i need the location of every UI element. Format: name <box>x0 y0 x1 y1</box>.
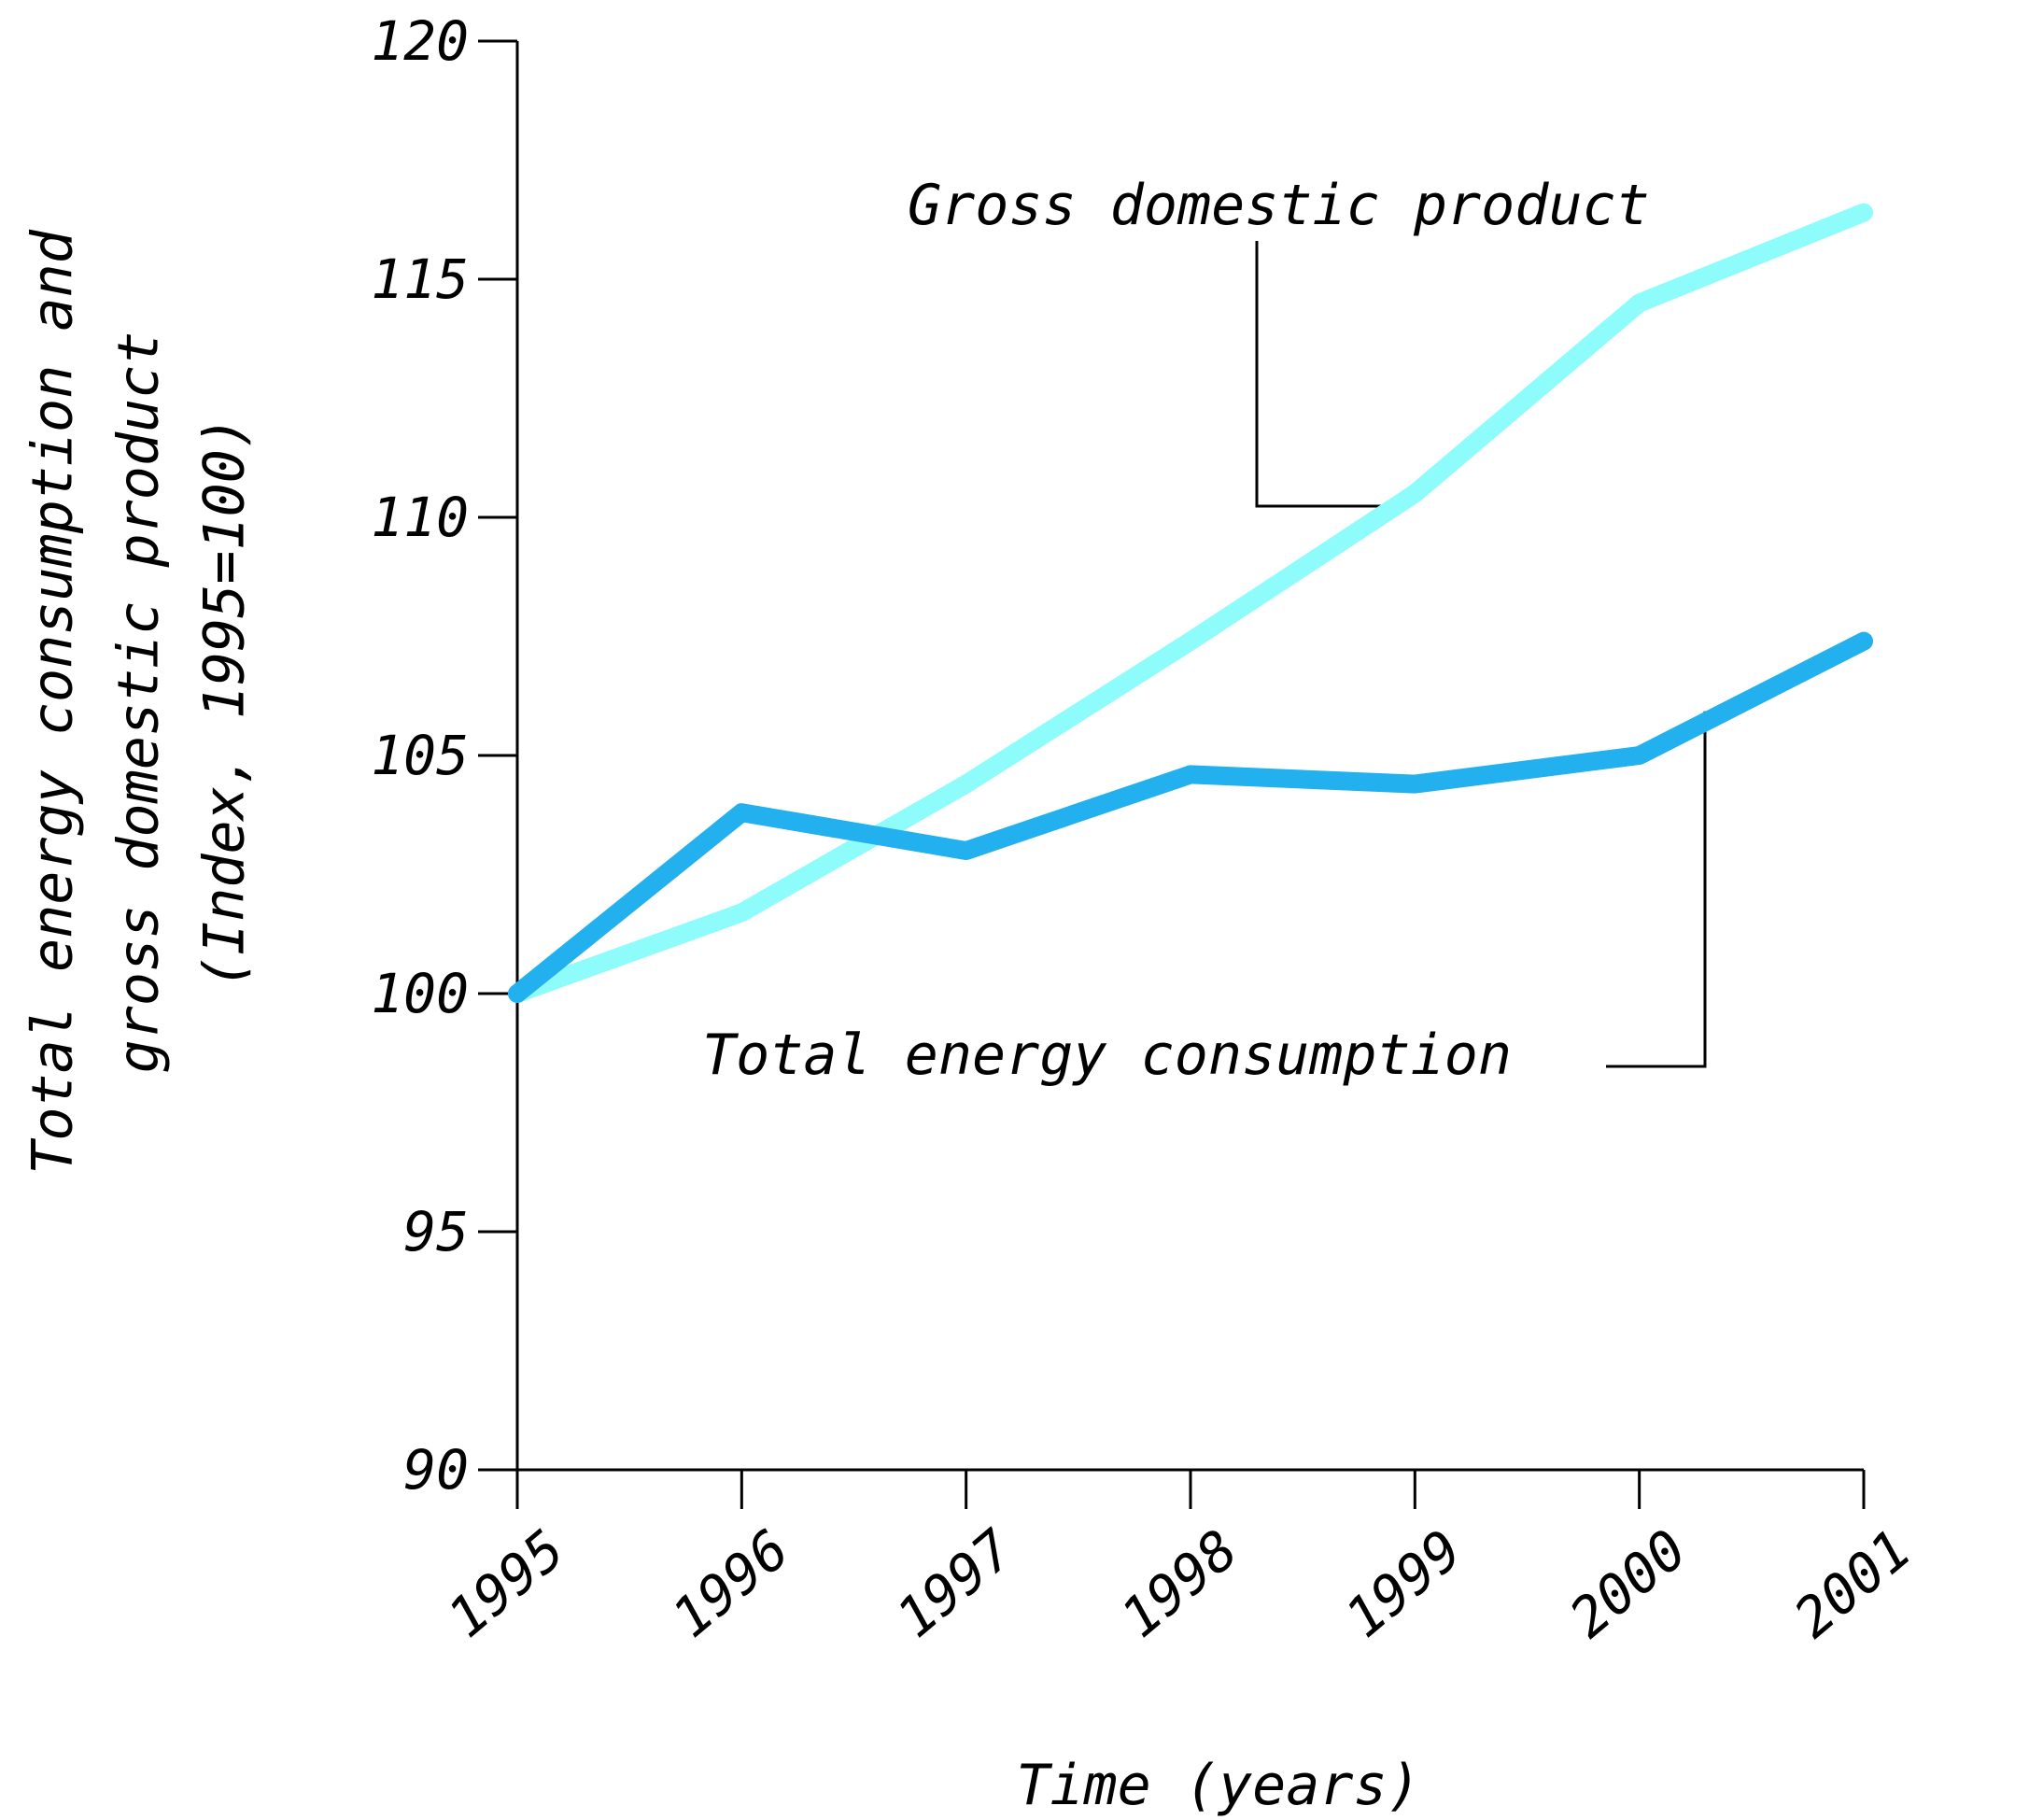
series-line-gdp <box>508 203 1873 1003</box>
y-tick-label: 115 <box>371 247 469 311</box>
series-line-energy <box>508 631 1873 1003</box>
y-tick-label: 100 <box>371 962 469 1025</box>
gdp-leader-line <box>1255 241 1397 508</box>
y-tick-label: 110 <box>371 486 469 549</box>
series-lines <box>508 203 1873 1003</box>
y-axis-title: Total energy consumption and gross domest… <box>21 229 258 1174</box>
x-tick-label: 1996 <box>660 1517 801 1650</box>
y-axis-title-line: gross domestic product <box>106 332 172 1074</box>
y-axis-title-line: (Index, 1995=100) <box>192 416 258 989</box>
x-tick-label: 1997 <box>884 1517 1025 1650</box>
y-tick-label: 105 <box>371 724 469 787</box>
y-axis-title-line: Total energy consumption and <box>21 229 86 1174</box>
gdp-series-label: Gross domestic product <box>908 173 1650 238</box>
series-annotations: Gross domestic product Total energy consu… <box>702 173 1650 1088</box>
x-axis-title: Time (years) <box>1016 1753 1420 1818</box>
x-tick-label: 2000 <box>1557 1517 1698 1650</box>
energy-series-label: Total energy consumption <box>702 1023 1512 1088</box>
y-tick-label: 90 <box>403 1438 469 1502</box>
annotation-leaders <box>1255 241 1707 1068</box>
x-tick-label: 2001 <box>1782 1517 1923 1650</box>
x-tick-label: 1998 <box>1109 1517 1250 1650</box>
x-tick-label: 1999 <box>1333 1517 1474 1650</box>
energy-leader-line <box>1606 711 1707 1068</box>
y-tick-label: 120 <box>371 9 469 73</box>
axes: 90 95 100 105 110 115 120 1995 1996 1997 1998 1999 2… <box>371 9 1923 1650</box>
y-tick-label: 95 <box>403 1200 469 1263</box>
x-tick-label: 1995 <box>436 1517 577 1650</box>
